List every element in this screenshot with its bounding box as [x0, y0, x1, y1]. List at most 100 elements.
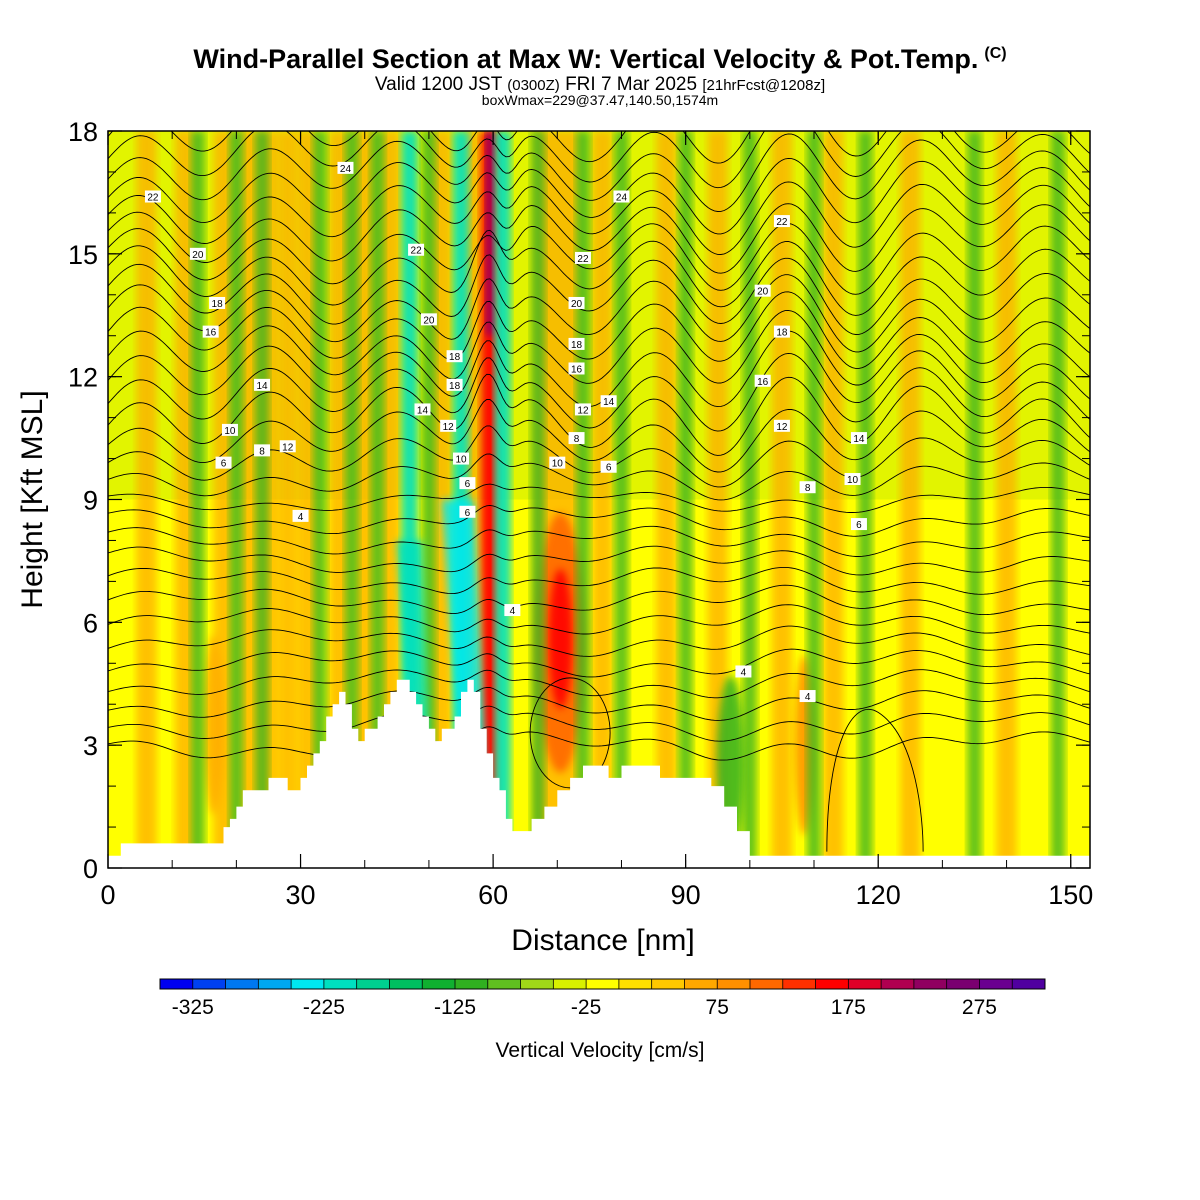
theta-contour-label: 10 [221, 423, 238, 437]
theta-contour-label-bg [209, 296, 226, 309]
theta-contour [108, 566, 1090, 595]
colorbar-swatch [356, 979, 390, 989]
theta-contour-label-text: 20 [423, 315, 435, 326]
downdraft-band [678, 131, 693, 868]
updraft-core [485, 131, 494, 336]
x-axis-label: Distance [nm] [511, 924, 694, 957]
colorbar-swatch [553, 979, 587, 989]
theta-contour-label-text: 16 [571, 364, 583, 375]
theta-contour-label-bg [574, 251, 591, 264]
theta-contour-label-bg [735, 665, 752, 678]
theta-contour-label-text: 10 [552, 459, 564, 470]
theta-contour [108, 203, 1090, 274]
theta-contour-label-bg [292, 509, 309, 522]
downdraft-band [614, 131, 629, 868]
colorbar-swatch [487, 979, 522, 989]
y-tick-label: 12 [68, 363, 98, 393]
colorbar-swatch [946, 979, 980, 989]
theta-contour-label-bg [420, 313, 437, 326]
terrain-mask [108, 679, 1090, 869]
colorbar-swatch [815, 979, 849, 989]
y-tick-label: 6 [83, 608, 98, 638]
theta-contour [826, 708, 924, 852]
theta-contour [108, 330, 1090, 408]
theta-contour-label-text: 8 [574, 434, 580, 445]
theta-contour-label: 8 [254, 444, 271, 457]
updraft-band [136, 131, 157, 868]
theta-contour-label-bg [414, 403, 431, 416]
colorbar-label: Vertical Velocity [cm/s] [496, 1039, 705, 1062]
y-tick-label: 9 [83, 486, 98, 516]
x-tick-label: 0 [100, 880, 115, 910]
y-tick-label: 18 [68, 117, 98, 147]
theta-contour-label-text: 22 [147, 193, 159, 204]
theta-contour-label: 18 [446, 350, 463, 363]
downdraft-band [575, 131, 590, 868]
theta-contour-label-text: 10 [224, 426, 236, 437]
updraft-band [656, 131, 677, 868]
theta-contour-label: 6 [215, 456, 232, 470]
colorbar-tick-label: -225 [303, 996, 345, 1019]
theta-contour-label-bg [549, 456, 566, 469]
theta-contour-label-bg [799, 690, 816, 703]
colorbar: -325 -225 -125 -25 75 175 275 Vertical Velocity… [159, 978, 1046, 1062]
theta-contour [108, 686, 1090, 721]
theta-contour-label-bg [574, 403, 591, 416]
theta-contour-label-bg [568, 337, 585, 350]
theta-contour-label-text: 12 [282, 442, 294, 453]
downdraft-band [312, 131, 327, 868]
theta-contour-label: 14 [414, 403, 431, 416]
updraft-band [380, 131, 401, 868]
updraft-band [296, 131, 317, 868]
theta-contour-label-text: 10 [455, 455, 467, 466]
theta-contour-label: 22 [773, 215, 790, 228]
colorbar-swatch [422, 979, 456, 989]
valid-date: FRI 7 Mar 2025 [565, 74, 698, 95]
theta-contour-label-bg [202, 325, 219, 338]
theta-contour-label: 4 [292, 509, 309, 523]
theta-contour-label-text: 18 [571, 340, 583, 351]
theta-contour-label-bg [850, 432, 867, 445]
copyright-mark: (C) [984, 45, 1007, 62]
theta-contour-label-text: 20 [192, 250, 204, 261]
theta-contour-label: 16 [754, 374, 771, 388]
theta-contour-label: 12 [773, 419, 790, 433]
forecast-info: [21hrFcst@1208z] [702, 77, 826, 94]
theta-contour-label-text: 4 [805, 692, 811, 703]
colorbar-tick-label: -125 [434, 996, 476, 1019]
theta-contour-label: 12 [279, 440, 296, 453]
theta-contour-label-bg [844, 473, 861, 486]
theta-contour-label: 20 [189, 247, 206, 261]
theta-contour-label-text: 20 [757, 287, 769, 298]
theta-contour [108, 453, 1090, 501]
theta-contour [108, 157, 1090, 235]
colorbar-frame [159, 978, 1046, 990]
theta-contour-label-text: 14 [853, 434, 865, 445]
theta-contour-label-bg [568, 362, 585, 375]
theta-contour-label-bg [279, 440, 296, 453]
chart-subtitle: Valid 1200 JST (0300Z) FRI 7 Mar 2025 [2… [0, 74, 1200, 96]
theta-contour [108, 229, 1090, 316]
theta-contour-label-text: 8 [259, 446, 265, 457]
downdraft-band [255, 131, 270, 868]
theta-contour-label: 6 [600, 460, 617, 474]
colorbar-swatch [160, 979, 194, 989]
theta-contour [108, 373, 1090, 456]
y-tick-label: 0 [83, 854, 98, 884]
colorbar-tick-label: 175 [831, 996, 866, 1019]
theta-contour [108, 545, 1090, 576]
theta-contour-label-text: 14 [603, 397, 615, 408]
theta-contour-label-text: 10 [847, 475, 859, 486]
theta-contour-label: 14 [254, 378, 271, 392]
theta-contour-label: 14 [600, 395, 617, 408]
theta-contour-label-bg [254, 378, 271, 391]
theta-contour [108, 425, 1090, 488]
updraft-band [175, 131, 196, 868]
theta-contour-label-text: 14 [417, 405, 429, 416]
theta-contour-label-bg [189, 247, 206, 260]
theta-contour-label: 8 [799, 481, 816, 494]
colorbar-swatch [651, 979, 685, 989]
theta-contour-label: 6 [459, 505, 476, 519]
x-tick-label: 30 [286, 880, 316, 910]
